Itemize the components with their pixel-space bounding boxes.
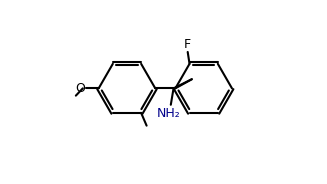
Text: F: F [184,38,191,51]
Text: NH₂: NH₂ [157,107,181,120]
Text: O: O [75,82,85,95]
